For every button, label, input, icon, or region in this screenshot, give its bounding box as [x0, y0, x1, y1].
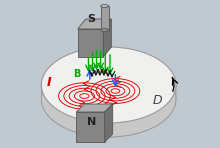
- Polygon shape: [76, 112, 105, 142]
- Polygon shape: [78, 19, 111, 29]
- Bar: [101, 6, 109, 30]
- Polygon shape: [105, 104, 113, 142]
- Text: D: D: [152, 94, 162, 107]
- Text: I: I: [46, 76, 51, 89]
- Polygon shape: [103, 19, 111, 57]
- Ellipse shape: [41, 47, 176, 123]
- Ellipse shape: [101, 5, 109, 7]
- Text: S: S: [88, 14, 95, 24]
- Polygon shape: [78, 29, 103, 57]
- Text: B: B: [73, 69, 80, 79]
- Ellipse shape: [101, 29, 109, 31]
- Text: N: N: [87, 117, 96, 127]
- Ellipse shape: [41, 61, 176, 137]
- Polygon shape: [76, 104, 113, 112]
- Polygon shape: [41, 85, 176, 137]
